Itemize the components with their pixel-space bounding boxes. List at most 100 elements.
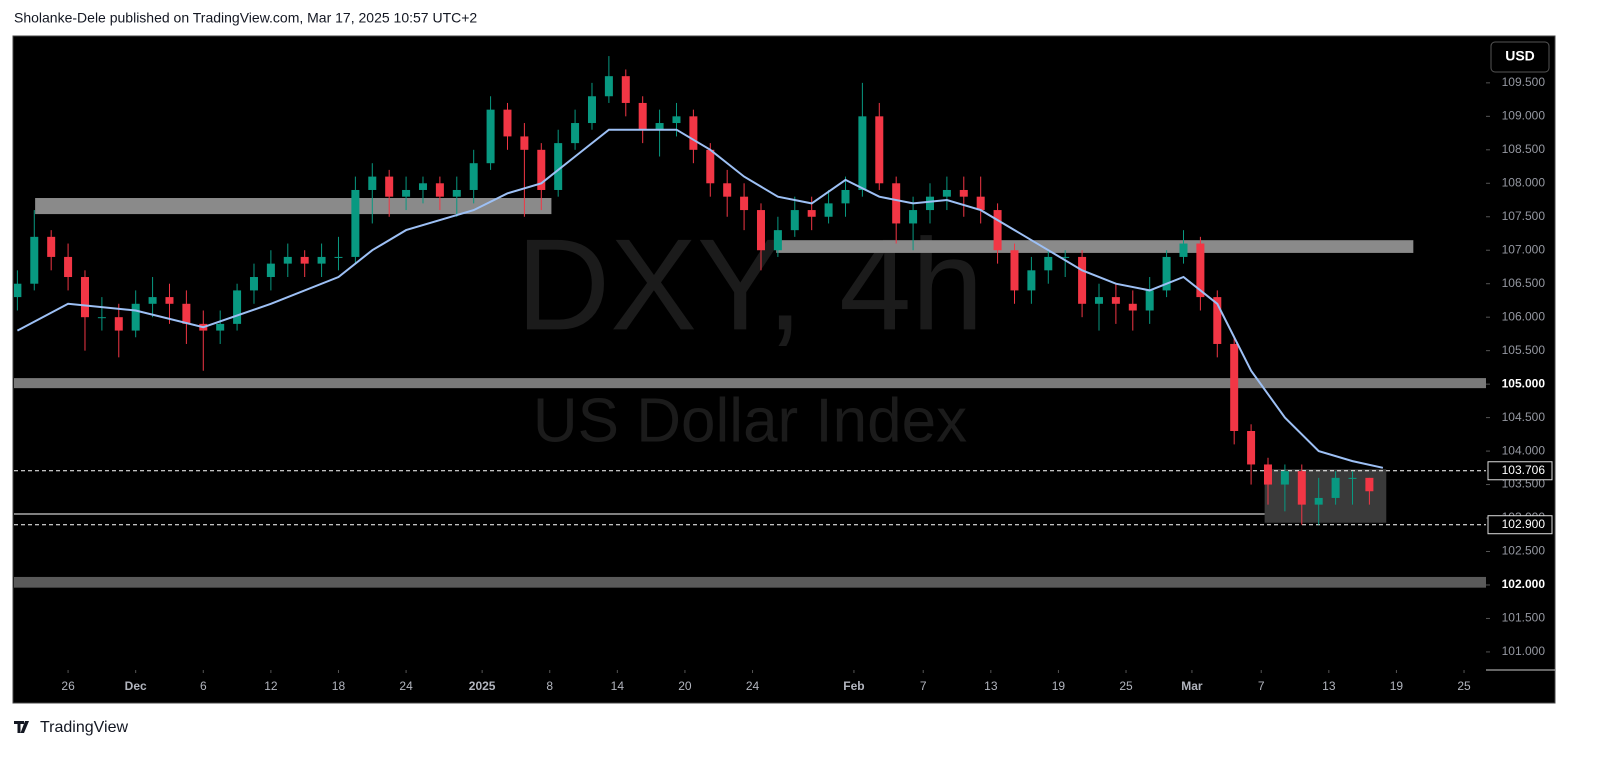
candle-body bbox=[858, 116, 867, 190]
candle-body bbox=[148, 297, 157, 304]
candle-body bbox=[1162, 256, 1171, 291]
footer-logo: TradingView bbox=[40, 719, 128, 736]
candle-body bbox=[30, 236, 39, 284]
candle-body bbox=[756, 210, 765, 251]
candle-body bbox=[368, 176, 377, 190]
candle-body bbox=[334, 256, 343, 258]
zone bbox=[14, 378, 1486, 389]
candle-body bbox=[216, 323, 225, 331]
candle-body bbox=[1061, 256, 1070, 258]
candle-body bbox=[418, 183, 427, 190]
candle-body bbox=[283, 256, 292, 264]
candle-body bbox=[486, 109, 495, 164]
x-tick-label: 24 bbox=[746, 679, 760, 693]
candle-body bbox=[1331, 477, 1340, 498]
y-tick-label: 101.500 bbox=[1502, 611, 1546, 625]
y-tick-label: 102.000 bbox=[1502, 577, 1546, 591]
y-tick-label: 109.500 bbox=[1502, 75, 1546, 89]
x-tick-label: 12 bbox=[264, 679, 278, 693]
currency-button[interactable] bbox=[1490, 41, 1550, 73]
x-tick-label: 24 bbox=[399, 679, 413, 693]
candle-body bbox=[723, 183, 732, 197]
y-tick-label: 108.000 bbox=[1502, 175, 1546, 189]
y-tick-label: 106.500 bbox=[1502, 276, 1546, 290]
zone bbox=[14, 576, 1486, 588]
candle-body bbox=[266, 263, 275, 278]
candle-body bbox=[1280, 471, 1289, 485]
candle-body bbox=[300, 256, 309, 264]
candle-body bbox=[80, 277, 89, 318]
candle-body bbox=[807, 210, 816, 217]
candle-body bbox=[740, 196, 749, 211]
candle-body bbox=[604, 76, 613, 97]
candle-body bbox=[959, 189, 968, 197]
x-tick-label: Dec bbox=[125, 679, 147, 693]
candle-body bbox=[925, 196, 934, 211]
level-label-box bbox=[1487, 515, 1553, 535]
candle-body bbox=[1111, 297, 1120, 304]
x-tick-label: 8 bbox=[546, 679, 553, 693]
x-tick-label: 13 bbox=[1322, 679, 1336, 693]
x-tick-label: 2025 bbox=[469, 679, 496, 693]
candle-body bbox=[587, 96, 596, 124]
candle-body bbox=[942, 189, 951, 197]
candle-body bbox=[554, 143, 563, 190]
axes: 101.000101.500102.000102.500103.000103.5… bbox=[61, 75, 1553, 693]
candle-body bbox=[655, 123, 664, 130]
candle-body bbox=[249, 277, 258, 291]
candle-body bbox=[97, 317, 106, 319]
candle-body bbox=[1365, 477, 1374, 492]
candle-body bbox=[790, 210, 799, 231]
level-label: 102.900 bbox=[1502, 517, 1546, 531]
x-tick-label: 19 bbox=[1390, 679, 1404, 693]
candle-body bbox=[1213, 297, 1222, 344]
candle-body bbox=[1230, 343, 1239, 431]
candle-body bbox=[503, 109, 512, 137]
candle-body bbox=[114, 317, 123, 331]
candle-body bbox=[689, 116, 698, 150]
candle-body bbox=[131, 303, 140, 331]
candle-body bbox=[1263, 464, 1272, 485]
zone bbox=[776, 240, 1414, 253]
candle-body bbox=[1314, 497, 1323, 505]
candle-body bbox=[621, 76, 630, 103]
x-tick-label: 19 bbox=[1052, 679, 1066, 693]
x-tick-label: 25 bbox=[1119, 679, 1133, 693]
candle-body bbox=[469, 163, 478, 190]
y-tick-label: 109.000 bbox=[1502, 109, 1546, 123]
candle-body bbox=[537, 149, 546, 190]
x-tick-label: 6 bbox=[200, 679, 207, 693]
currency-label[interactable]: USD bbox=[1505, 48, 1535, 64]
moving-average bbox=[16, 128, 1384, 469]
candle-body bbox=[1094, 297, 1103, 304]
candle-body bbox=[672, 116, 681, 124]
candle-body bbox=[1010, 250, 1019, 291]
candle-body bbox=[875, 116, 884, 184]
candle-body bbox=[64, 256, 73, 278]
x-tick-label: 25 bbox=[1457, 679, 1471, 693]
x-tick-label: Feb bbox=[843, 679, 864, 693]
candle-body bbox=[824, 203, 833, 217]
x-tick-label: 7 bbox=[1258, 679, 1265, 693]
candle-body bbox=[1128, 303, 1137, 311]
candle-body bbox=[520, 136, 529, 150]
candle-body bbox=[452, 189, 461, 197]
watermark: DXY, 4h bbox=[516, 211, 983, 357]
y-tick-label: 107.000 bbox=[1502, 242, 1546, 256]
candle-body bbox=[909, 210, 918, 224]
candle-body bbox=[1179, 243, 1188, 257]
x-tick-label: 14 bbox=[611, 679, 625, 693]
candle-body bbox=[976, 196, 985, 211]
y-tick-label: 104.000 bbox=[1502, 443, 1546, 457]
y-tick-label: 102.500 bbox=[1502, 544, 1546, 558]
y-tick-label: 105.000 bbox=[1502, 376, 1546, 390]
plot bbox=[14, 56, 1486, 588]
candle-body bbox=[571, 123, 580, 144]
x-tick-label: 20 bbox=[678, 679, 692, 693]
candle-body bbox=[1247, 430, 1256, 465]
candle-body bbox=[165, 297, 174, 304]
candle-body bbox=[1297, 471, 1306, 505]
candle-body bbox=[706, 149, 715, 184]
